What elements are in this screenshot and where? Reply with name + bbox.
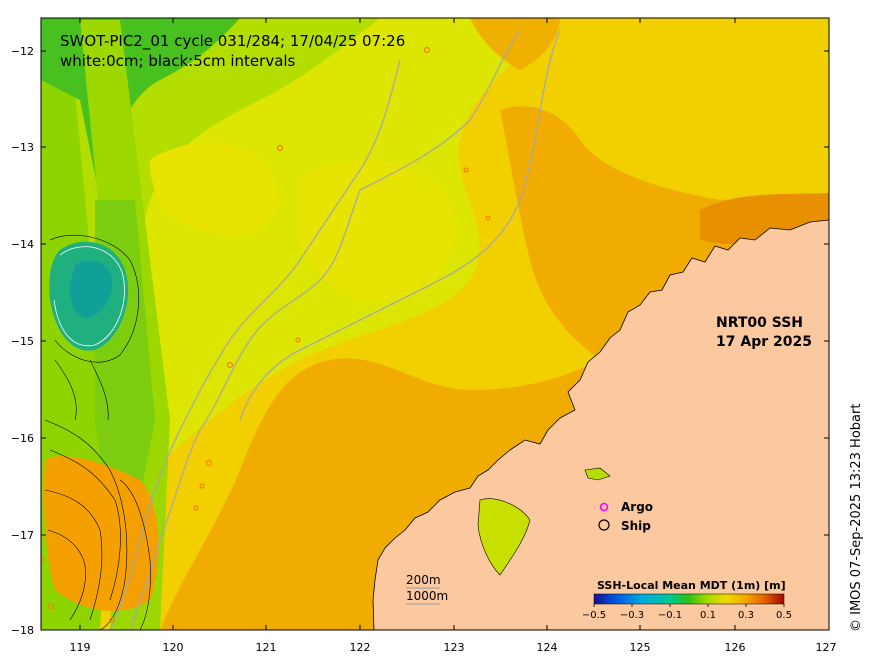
map-title: SWOT-PIC2_01 cycle 031/284; 17/04/25 07:…: [60, 32, 405, 51]
x-axis-labels: 119 120 121 122 123 124 125 126 127: [70, 641, 837, 654]
king-sound-water: [477, 498, 531, 576]
x-tick-label: 121: [256, 641, 277, 654]
x-tick-label: 119: [70, 641, 91, 654]
argo-floats: [41, 46, 491, 623]
x-tick-label: 120: [163, 641, 184, 654]
ship-legend-label: Ship: [621, 519, 651, 533]
x-tick-label: 126: [725, 641, 746, 654]
x-tick-label: 125: [630, 641, 651, 654]
colorbar: SSH-Local Mean MDT (1m) [m] −0.5 −0.3 −0…: [582, 579, 792, 621]
y-axis-labels: −12 −13 −14 −15 −16 −17 −18: [11, 45, 34, 637]
ssh-field-yellow-blob-2: [300, 159, 457, 302]
isobath-1000m: [109, 59, 401, 630]
isobath-1000m-label: 1000m: [406, 589, 448, 603]
zero-contour: [53, 246, 125, 347]
colorbar-tick-label: 0.5: [776, 610, 792, 621]
isobath-200m-label: 200m: [406, 573, 441, 587]
bay-water: [584, 467, 611, 481]
y-tick-label: −16: [11, 432, 34, 445]
symbol-legend: Argo Ship: [598, 500, 653, 533]
colorbar-tick-label: 0.1: [700, 610, 716, 621]
map-plot-area: [41, 18, 829, 630]
y-tick-label: −13: [11, 141, 34, 154]
colorbar-tick-label: −0.5: [582, 610, 606, 621]
colorbar-tick-label: 0.3: [738, 610, 754, 621]
swot-eddy-teal: [69, 260, 113, 318]
x-tick-label: 124: [537, 641, 558, 654]
contour-lines: [44, 234, 151, 630]
bathymetry-legend: 200m 1000m: [406, 573, 448, 605]
swot-eddy-orange: [43, 456, 159, 611]
colorbar-gradient: [593, 593, 785, 605]
argo-legend-label: Argo: [621, 500, 653, 514]
colorbar-ticks: [593, 604, 785, 607]
colorbar-title: SSH-Local Mean MDT (1m) [m]: [597, 579, 786, 592]
ship-symbol-icon: [598, 519, 610, 531]
y-tick-label: −17: [11, 529, 34, 542]
map-subtitle: white:0cm; black:5cm intervals: [60, 52, 296, 70]
axis-ticks: [41, 18, 830, 631]
isobath-200m: [129, 29, 521, 630]
y-tick-label: −14: [11, 238, 34, 251]
x-tick-label: 122: [350, 641, 371, 654]
colorbar-tick-label: −0.3: [620, 610, 644, 621]
product-date: 17 Apr 2025: [716, 334, 812, 350]
y-tick-label: −15: [11, 335, 34, 348]
x-tick-label: 127: [816, 641, 837, 654]
colorbar-tick-label: −0.1: [658, 610, 682, 621]
ssh-field-yellow-blob: [150, 142, 278, 236]
plot-frame: [40, 17, 830, 631]
argo-symbol-icon: [599, 502, 609, 512]
x-tick-label: 123: [444, 641, 465, 654]
ssh-field-orange-nw: [470, 18, 560, 70]
credit-text: © IMOS 07-Sep-2025 13:23 Hobart: [849, 404, 864, 632]
y-tick-label: −18: [11, 624, 34, 637]
isobath-shelf: [239, 29, 561, 421]
product-name: NRT00 SSH: [716, 315, 803, 331]
y-tick-label: −12: [11, 45, 34, 58]
